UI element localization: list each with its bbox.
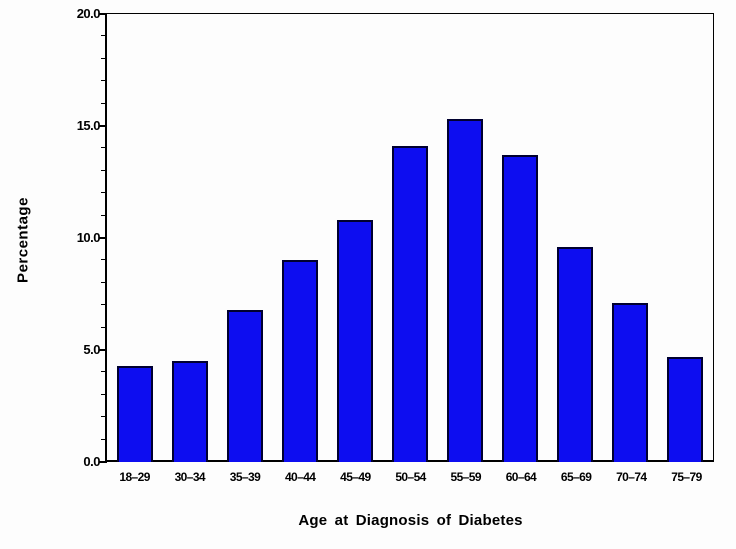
bar-slot	[493, 14, 548, 462]
y-minor-tick	[101, 169, 105, 171]
bar	[392, 146, 429, 462]
y-axis-line	[105, 13, 107, 463]
bar	[226, 310, 263, 462]
x-tick-label: 50–54	[395, 470, 426, 484]
bar	[502, 155, 539, 462]
bar-slot	[438, 14, 493, 462]
y-minor-tick	[101, 304, 105, 306]
y-major-tick	[99, 125, 105, 127]
y-minor-tick	[101, 281, 105, 283]
x-tick-label: 60–64	[505, 470, 537, 484]
y-minor-tick	[101, 147, 105, 149]
y-minor-tick	[101, 80, 105, 82]
y-major-tick	[99, 461, 105, 463]
y-minor-tick	[101, 416, 105, 418]
bar-slot	[272, 14, 327, 462]
bar-slot	[548, 14, 603, 462]
bar-slot	[217, 14, 272, 462]
x-tick-label: 75–79	[671, 470, 702, 484]
bar	[447, 119, 484, 462]
y-minor-tick	[101, 214, 105, 216]
y-tick-label: 15.0	[76, 118, 101, 133]
bar	[612, 303, 649, 462]
bar	[281, 260, 318, 462]
plot-area	[107, 13, 714, 462]
x-tick-label: 45–49	[340, 470, 371, 484]
bar	[557, 247, 594, 462]
bar-slot	[327, 14, 382, 462]
bar-slot	[603, 14, 658, 462]
bar	[116, 366, 153, 462]
bar	[171, 361, 208, 462]
y-tick-label: 0.0	[83, 454, 100, 469]
bar	[667, 357, 704, 462]
y-minor-tick	[101, 326, 105, 328]
y-minor-tick	[101, 393, 105, 395]
y-tick-label: 20.0	[76, 6, 101, 21]
y-major-tick	[99, 13, 105, 15]
bar	[336, 220, 373, 462]
y-minor-tick	[101, 192, 105, 194]
bar-slot	[107, 14, 162, 462]
x-tick-label: 70–74	[616, 470, 647, 484]
y-minor-tick	[101, 35, 105, 37]
x-tick-label: 40–44	[284, 470, 316, 484]
x-tick-label: 30–34	[174, 470, 206, 484]
y-minor-tick	[101, 371, 105, 373]
y-major-tick	[99, 237, 105, 239]
y-minor-tick	[101, 259, 105, 261]
y-major-tick	[99, 349, 105, 351]
x-axis-labels: 18–29 30–34 35–39 40–44 45–49 50–54 55–59 60–64…	[107, 470, 714, 484]
x-axis-title: Age at Diagnosis of Diabetes	[298, 512, 523, 529]
y-minor-tick	[101, 102, 105, 104]
y-tick-label: 5.0	[83, 342, 100, 357]
bar-slot	[382, 14, 437, 462]
x-tick-label: 65–69	[560, 470, 592, 484]
x-tick-label: 35–39	[229, 470, 261, 484]
y-tick-label: 10.0	[76, 230, 101, 245]
y-minor-tick	[101, 438, 105, 440]
bar-slot	[162, 14, 217, 462]
y-minor-tick	[101, 57, 105, 59]
bar-slot	[658, 14, 713, 462]
x-tick-label: 55–59	[450, 470, 482, 484]
x-tick-label: 18–29	[119, 470, 150, 484]
